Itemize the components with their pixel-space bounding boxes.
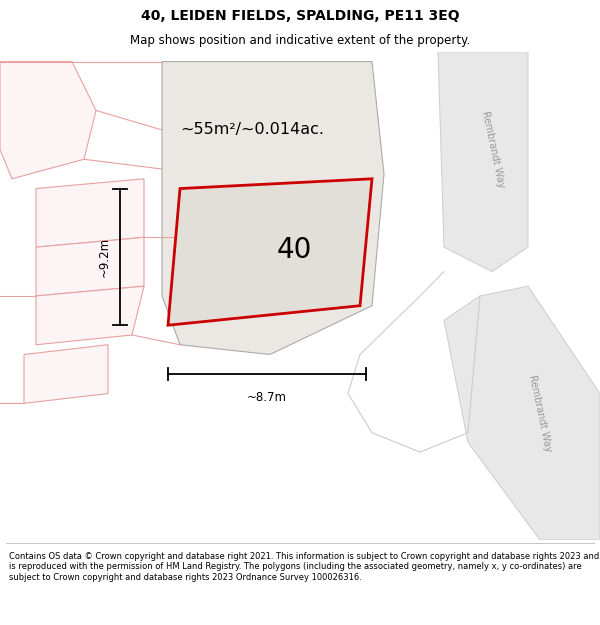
Text: ~55m²/~0.014ac.: ~55m²/~0.014ac. — [180, 122, 324, 138]
Text: Rembrandt Way: Rembrandt Way — [480, 110, 506, 189]
Text: 40, LEIDEN FIELDS, SPALDING, PE11 3EQ: 40, LEIDEN FIELDS, SPALDING, PE11 3EQ — [140, 9, 460, 22]
Text: Rembrandt Way: Rembrandt Way — [527, 374, 553, 452]
Polygon shape — [168, 179, 372, 325]
Polygon shape — [24, 345, 108, 403]
Polygon shape — [438, 52, 528, 271]
Text: 40: 40 — [277, 236, 311, 264]
Text: ~8.7m: ~8.7m — [247, 391, 287, 404]
Polygon shape — [162, 62, 384, 354]
Polygon shape — [0, 62, 96, 179]
Polygon shape — [36, 179, 144, 247]
Text: ~9.2m: ~9.2m — [98, 237, 111, 277]
Polygon shape — [36, 238, 144, 296]
Polygon shape — [444, 286, 600, 540]
Text: Contains OS data © Crown copyright and database right 2021. This information is : Contains OS data © Crown copyright and d… — [9, 552, 599, 582]
Polygon shape — [36, 286, 144, 345]
Text: Map shows position and indicative extent of the property.: Map shows position and indicative extent… — [130, 34, 470, 47]
